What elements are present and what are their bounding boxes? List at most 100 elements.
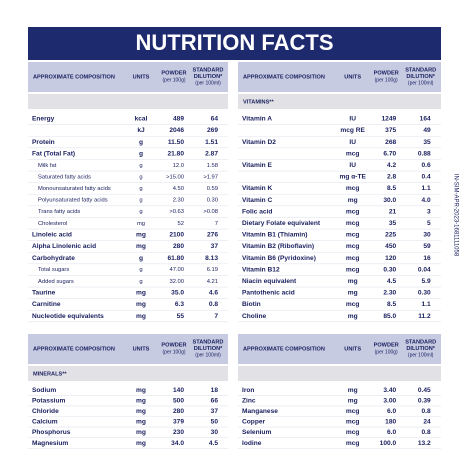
title: NUTRITION FACTS bbox=[136, 30, 334, 55]
row-dilution: 1.58 bbox=[207, 163, 218, 169]
row-unit: mg bbox=[136, 301, 146, 308]
row-powder: 85.0 bbox=[383, 313, 396, 320]
row-dilution: 30 bbox=[423, 232, 431, 239]
row-label: Cholesterol bbox=[38, 221, 67, 227]
row-dilution: 7 bbox=[215, 221, 218, 227]
row-powder: 180 bbox=[385, 419, 396, 426]
row-label: Choline bbox=[242, 313, 267, 320]
row-powder: 8.5 bbox=[387, 185, 396, 192]
row-label: Total sugars bbox=[38, 267, 69, 273]
row-unit: mcg bbox=[346, 220, 360, 227]
row-unit: mg bbox=[136, 397, 146, 404]
row-powder: 34.0 bbox=[171, 440, 184, 447]
row-label: Magnesium bbox=[32, 440, 68, 447]
header-powder: (per 100g) bbox=[162, 349, 185, 355]
row-label: Vitamin B1 (Thiamin) bbox=[242, 232, 307, 239]
header-powder: (per 100g) bbox=[375, 349, 398, 355]
section-label: MINERALS** bbox=[33, 371, 67, 377]
row-label: Trans fatty acids bbox=[38, 209, 80, 215]
row-label: Phosphorus bbox=[32, 429, 71, 436]
row-unit: mg bbox=[348, 290, 358, 297]
header-composition: APPROXIMATE COMPOSITION bbox=[33, 346, 115, 352]
row-unit: mcg bbox=[346, 301, 360, 308]
row-dilution: 35 bbox=[423, 139, 431, 146]
row-powder: 3.00 bbox=[383, 397, 396, 404]
row-dilution: 0.39 bbox=[418, 397, 431, 404]
row-powder: 2.8 bbox=[387, 174, 396, 181]
row-powder: 450 bbox=[385, 243, 396, 250]
row-label: Vitamin A bbox=[242, 116, 272, 123]
header-composition: APPROXIMATE COMPOSITION bbox=[243, 74, 325, 80]
row-dilution: 269 bbox=[207, 127, 218, 134]
row-powder: 11.50 bbox=[168, 139, 184, 146]
row-label: Dietary Folate equivalent bbox=[242, 220, 321, 227]
header-powder: POWDER bbox=[161, 342, 186, 348]
row-unit: mg bbox=[136, 419, 146, 426]
row-dilution: 37 bbox=[211, 243, 219, 250]
row-powder: 6.3 bbox=[175, 301, 184, 308]
row-dilution: 18 bbox=[211, 387, 219, 394]
row-powder: 489 bbox=[173, 116, 184, 123]
header-dilution: (per 100ml) bbox=[195, 80, 221, 86]
row-dilution: 1.1 bbox=[422, 301, 431, 308]
row-label: Taurine bbox=[32, 290, 56, 297]
row-unit: mg bbox=[136, 440, 146, 447]
header-dilution: DILUTION* bbox=[194, 74, 223, 80]
row-powder: 280 bbox=[173, 243, 184, 250]
row-label: Vitamin B6 (Pyridoxine) bbox=[242, 255, 316, 262]
row-powder: 47.00 bbox=[169, 267, 184, 273]
row-dilution: 30 bbox=[211, 429, 219, 436]
row-powder: >15.00 bbox=[166, 174, 184, 180]
row-label: Pantothenic acid bbox=[242, 290, 295, 297]
row-unit: g bbox=[139, 139, 143, 146]
row-dilution: 0.59 bbox=[207, 186, 218, 192]
row-label: Alpha Linolenic acid bbox=[32, 243, 96, 250]
header-dilution: STANDARD bbox=[405, 339, 436, 345]
row-label: Vitamin C bbox=[242, 197, 273, 204]
row-unit: g bbox=[139, 198, 142, 204]
row-dilution: 0.4 bbox=[422, 174, 431, 181]
row-dilution: 59 bbox=[423, 243, 431, 250]
row-dilution: 6.19 bbox=[207, 267, 218, 273]
row-unit: mg α-TE bbox=[339, 174, 366, 181]
row-label: Niacin equivalent bbox=[242, 278, 297, 285]
row-powder: 21.80 bbox=[167, 150, 184, 157]
row-unit: mcg bbox=[346, 243, 360, 250]
row-label: Vitamin B2 (Riboflavin) bbox=[242, 243, 314, 250]
section-band bbox=[238, 94, 441, 109]
section-label: VITAMINS** bbox=[243, 99, 274, 105]
row-unit: mg bbox=[348, 387, 358, 394]
row-unit: mg bbox=[136, 408, 146, 415]
row-powder: 8.5 bbox=[387, 301, 396, 308]
header-dilution: STANDARD bbox=[193, 339, 224, 345]
header-powder: (per 100g) bbox=[162, 77, 185, 83]
row-label: Carbohydrate bbox=[32, 255, 75, 262]
row-label: Polyunsaturated fatty acids bbox=[38, 198, 108, 204]
row-powder: 35.0 bbox=[171, 290, 184, 297]
row-unit: mg bbox=[348, 397, 358, 404]
row-dilution: 164 bbox=[420, 116, 431, 123]
product-code: IN-SIM-APR-2023-1681111058 bbox=[452, 174, 458, 257]
row-powder: 140 bbox=[173, 387, 184, 394]
row-unit: mcg bbox=[346, 429, 360, 436]
row-powder: 1249 bbox=[382, 116, 397, 123]
row-dilution: >1.97 bbox=[203, 174, 218, 180]
row-dilution: 0.8 bbox=[422, 408, 431, 415]
row-dilution: 8.13 bbox=[205, 255, 218, 262]
row-powder: 379 bbox=[173, 419, 184, 426]
row-powder: 375 bbox=[385, 127, 396, 134]
row-dilution: 1.51 bbox=[205, 139, 218, 146]
header-dilution: (per 100ml) bbox=[408, 352, 434, 358]
row-label: Added sugars bbox=[38, 279, 74, 285]
row-label: Monounsaturated fatty acids bbox=[38, 186, 111, 192]
header-band bbox=[238, 334, 441, 364]
row-label: Linoleic acid bbox=[32, 232, 72, 239]
row-label: Iron bbox=[242, 387, 254, 394]
row-label: Calcium bbox=[32, 419, 58, 426]
row-powder: 52 bbox=[178, 221, 184, 227]
header-dilution: (per 100ml) bbox=[195, 352, 221, 358]
header-powder: (per 100g) bbox=[375, 77, 398, 83]
row-dilution: 0.45 bbox=[418, 387, 431, 394]
header-band bbox=[238, 62, 441, 92]
